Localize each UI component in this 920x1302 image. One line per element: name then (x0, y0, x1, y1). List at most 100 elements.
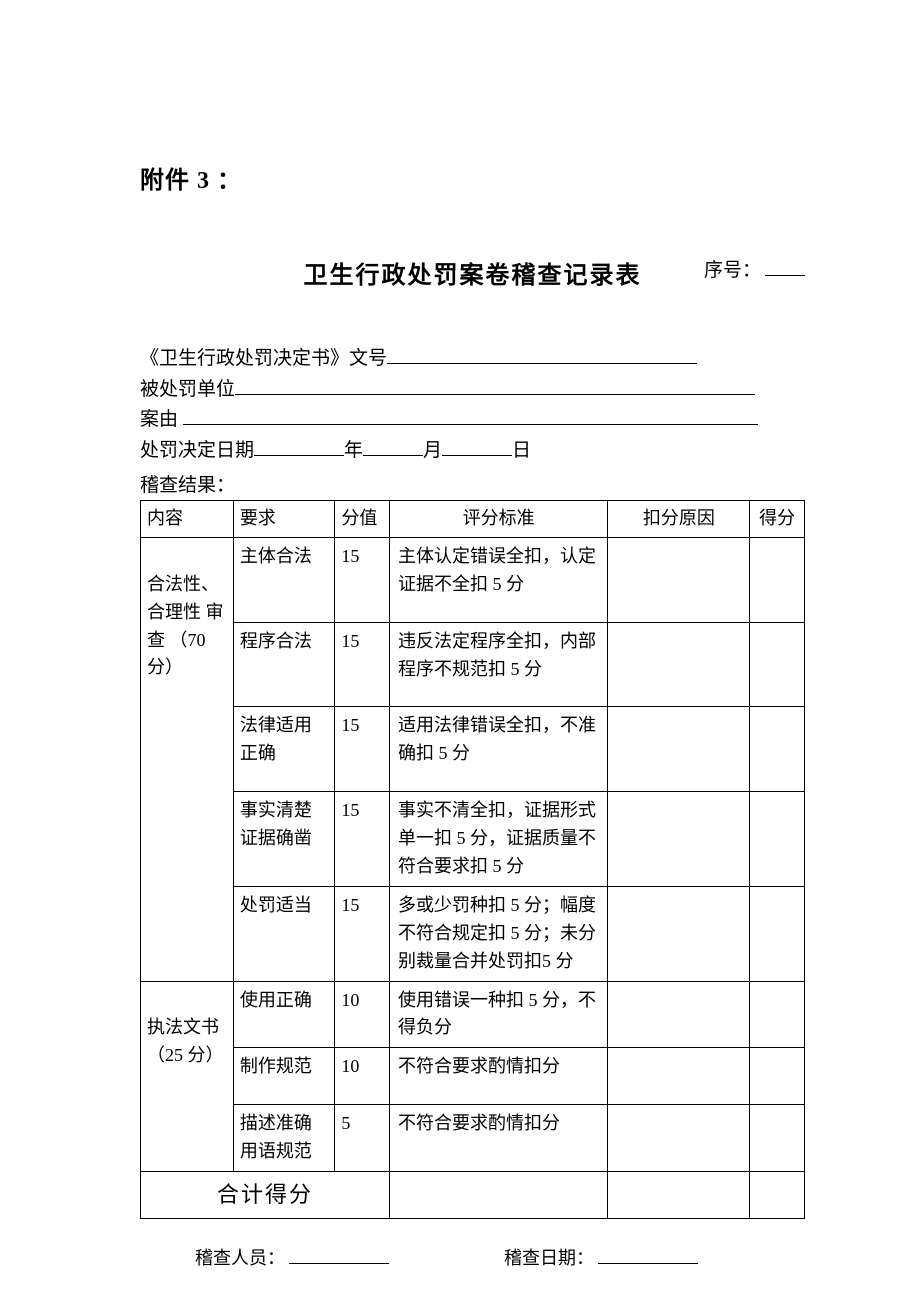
table-row: 制作规范 10 不符合要求酌情扣分 (141, 1048, 805, 1105)
section2-title: 执法文书（25 分） (141, 981, 234, 1171)
auditor-field: 稽查人员： (195, 1244, 389, 1270)
total-standard (389, 1172, 607, 1219)
year-underline (254, 437, 344, 456)
attachment-label: 附件 3 ： (140, 160, 805, 195)
row-reason (608, 1048, 750, 1105)
row-req: 制作规范 (233, 1048, 335, 1105)
day-text: 日 (512, 437, 531, 466)
row-reason (608, 707, 750, 792)
table-row: 描述准确用语规范 5 不符合要求酌情扣分 (141, 1105, 805, 1172)
total-label: 合计得分 (141, 1172, 390, 1219)
auditor-underline (289, 1263, 389, 1264)
auditor-label: 稽查人员： (195, 1248, 285, 1268)
header-req: 要求 (233, 501, 335, 538)
row-reason (608, 886, 750, 981)
reason-label: 案由 (140, 406, 178, 435)
row-got (750, 886, 805, 981)
std-text: 不符合要求酌情扣分 (398, 1056, 560, 1076)
std-text: 适用法律错误全扣，不准确扣 5 分 (398, 715, 596, 763)
title-row: 卫生行政处罚案卷稽查记录表 序号： (140, 255, 805, 290)
row-reason (608, 537, 750, 622)
row-req: 处罚适当 (233, 886, 335, 981)
doc-no-line: 《卫生行政处罚决定书》文号 (140, 345, 805, 374)
row-req: 事实清楚证据确凿 (233, 792, 335, 887)
row-got (750, 1105, 805, 1172)
row-got (750, 981, 805, 1048)
row-reason (608, 1105, 750, 1172)
section1-title-text: 合法性、合理性 审查 （70 分） (147, 574, 224, 678)
table-row: 法律适用正确 15 适用法律错误全扣，不准确扣 5 分 (141, 707, 805, 792)
header-got: 得分 (750, 501, 805, 538)
row-score: 10 (335, 1048, 390, 1105)
audit-date-underline (598, 1263, 698, 1264)
row-standard: 使用错误一种扣 5 分，不得负分 (389, 981, 607, 1048)
reason-underline (183, 406, 758, 425)
row-got (750, 1048, 805, 1105)
unit-underline (235, 376, 755, 395)
month-text: 月 (423, 437, 442, 466)
total-reason (608, 1172, 750, 1219)
std-text: 违反法定程序全扣，内部程序不规范扣 5 分 (398, 631, 596, 679)
table-row: 事实清楚证据确凿 15 事实不清全扣，证据形式单一扣 5 分，证据质量不符合要求… (141, 792, 805, 887)
row-score: 15 (335, 622, 390, 707)
main-title: 卫生行政处罚案卷稽查记录表 (304, 255, 642, 290)
std-text: 主体认定错误全扣，认定证据不全扣 5 分 (398, 546, 596, 594)
total-row: 合计得分 (141, 1172, 805, 1219)
row-score: 15 (335, 886, 390, 981)
doc-no-underline (387, 345, 697, 364)
row-standard: 多或少罚种扣 5 分；幅度不符合规定扣 5 分；未分别裁量合并处罚扣5 分 (389, 886, 607, 981)
form-fields: 《卫生行政处罚决定书》文号 被处罚单位 案由 处罚决定日期 年 月 日 (140, 345, 805, 465)
unit-line: 被处罚单位 (140, 376, 805, 405)
row-req: 描述准确用语规范 (233, 1105, 335, 1172)
doc-no-label: 《卫生行政处罚决定书》文号 (140, 345, 387, 374)
header-score: 分值 (335, 501, 390, 538)
section1-title: 合法性、合理性 审查 （70 分） (141, 537, 234, 981)
row-standard: 违反法定程序全扣，内部程序不规范扣 5 分 (389, 622, 607, 707)
row-score: 15 (335, 537, 390, 622)
row-req: 程序合法 (233, 622, 335, 707)
row-standard: 不符合要求酌情扣分 (389, 1105, 607, 1172)
section2-title-text: 执法文书（25 分） (147, 1017, 224, 1065)
table-row: 合法性、合理性 审查 （70 分） 主体合法 15 主体认定错误全扣，认定证据不… (141, 537, 805, 622)
row-got (750, 792, 805, 887)
seq-text: 序号： (704, 260, 761, 281)
table-row: 程序合法 15 违反法定程序全扣，内部程序不规范扣 5 分 (141, 622, 805, 707)
row-reason (608, 622, 750, 707)
row-standard: 适用法律错误全扣，不准确扣 5 分 (389, 707, 607, 792)
month-underline (363, 437, 423, 456)
row-req: 使用正确 (233, 981, 335, 1048)
audit-date-label: 稽查日期： (504, 1248, 594, 1268)
seq-underline (765, 275, 805, 276)
unit-label: 被处罚单位 (140, 376, 235, 405)
row-standard: 不符合要求酌情扣分 (389, 1048, 607, 1105)
row-got (750, 622, 805, 707)
audit-date-field: 稽查日期： (504, 1244, 698, 1270)
row-score: 10 (335, 981, 390, 1048)
date-label: 处罚决定日期 (140, 437, 254, 466)
row-req: 法律适用正确 (233, 707, 335, 792)
year-text: 年 (344, 437, 363, 466)
footer-row: 稽查人员： 稽查日期： (140, 1244, 805, 1270)
table-row: 执法文书（25 分） 使用正确 10 使用错误一种扣 5 分，不得负分 (141, 981, 805, 1048)
row-score: 15 (335, 792, 390, 887)
row-req: 主体合法 (233, 537, 335, 622)
audit-table: 内容 要求 分值 评分标准 扣分原因 得分 合法性、合理性 审查 （70 分） … (140, 500, 805, 1219)
total-got (750, 1172, 805, 1219)
header-content: 内容 (141, 501, 234, 538)
reason-line: 案由 (140, 406, 805, 435)
header-reason: 扣分原因 (608, 501, 750, 538)
day-underline (442, 437, 512, 456)
row-score: 5 (335, 1105, 390, 1172)
date-line: 处罚决定日期 年 月 日 (140, 437, 805, 466)
table-row: 处罚适当 15 多或少罚种扣 5 分；幅度不符合规定扣 5 分；未分别裁量合并处… (141, 886, 805, 981)
table-header-row: 内容 要求 分值 评分标准 扣分原因 得分 (141, 501, 805, 538)
row-score: 15 (335, 707, 390, 792)
header-standard: 评分标准 (389, 501, 607, 538)
row-standard: 事实不清全扣，证据形式单一扣 5 分，证据质量不符合要求扣 5 分 (389, 792, 607, 887)
row-reason (608, 981, 750, 1048)
row-got (750, 537, 805, 622)
row-reason (608, 792, 750, 887)
row-standard: 主体认定错误全扣，认定证据不全扣 5 分 (389, 537, 607, 622)
row-got (750, 707, 805, 792)
result-label: 稽查结果： (140, 470, 805, 497)
